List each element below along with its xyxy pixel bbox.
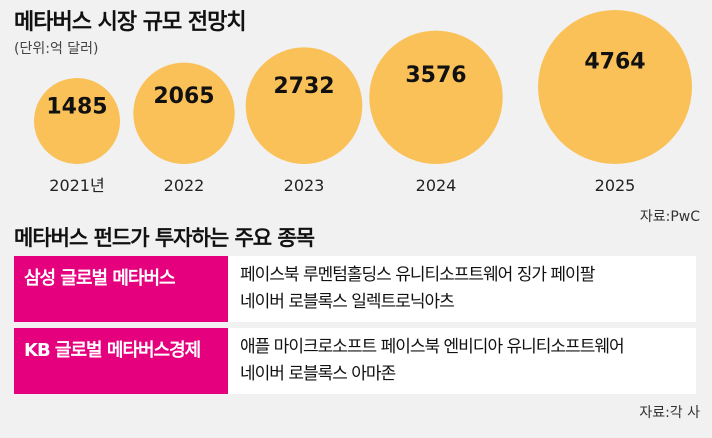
bubble-2024	[369, 30, 503, 164]
funds-source: 자료:각 사	[639, 405, 700, 421]
bubble-2023	[245, 47, 363, 164]
year-label: 2021년	[49, 176, 104, 195]
holdings-line: 애플 마이크로소프트 페이스북 엔비디아 유니티소프트웨어	[240, 337, 625, 357]
chart-source: 자료:PwC	[639, 209, 700, 225]
holdings-line: 네이버 로블록스 아마존	[240, 364, 396, 384]
bubble-2025	[538, 10, 692, 164]
year-label: 2024	[416, 176, 457, 195]
holdings-line: 네이버 로블록스 일렉트로닉아츠	[240, 292, 455, 312]
year-label: 2025	[595, 176, 636, 195]
fund-holdings: 페이스북 루멘텀홀딩스 유니티소프트웨어 징가 페이팔 네이버 로블록스 일렉트…	[228, 256, 696, 322]
unit-label: (단위:억 달러)	[14, 41, 99, 57]
bubble-2022	[133, 62, 235, 164]
bubble-value-label: 4764	[584, 49, 645, 74]
fund-row-kb: KB 글로벌 메타버스경제 애플 마이크로소프트 페이스북 엔비디아 유니티소프…	[14, 328, 696, 394]
holdings-line: 페이스북 루멘텀홀딩스 유니티소프트웨어 징가 페이팔	[240, 265, 595, 285]
bubble-value-label: 3576	[405, 63, 466, 88]
year-label: 2022	[164, 176, 205, 195]
bubble-value-label: 2732	[273, 74, 334, 99]
year-label: 2023	[284, 176, 325, 195]
bubble-2021년	[34, 78, 120, 164]
bubble-value-label: 2065	[153, 84, 214, 109]
fund-name: 삼성 글로벌 메타버스	[14, 256, 228, 322]
fund-name: KB 글로벌 메타버스경제	[14, 328, 228, 394]
funds-section-title: 메타버스 펀드가 투자하는 주요 종목	[14, 226, 315, 250]
chart-title: 메타버스 시장 규모 전망치	[14, 10, 247, 35]
bubble-chart: 1485 2021년 2065 2022 2732 2023 3576 2024 4764 202…	[34, 10, 692, 195]
bubble-value-label: 1485	[46, 94, 107, 119]
fund-row-samsung: 삼성 글로벌 메타버스 페이스북 루멘텀홀딩스 유니티소프트웨어 징가 페이팔 …	[14, 256, 696, 322]
fund-holdings: 애플 마이크로소프트 페이스북 엔비디아 유니티소프트웨어 네이버 로블록스 아…	[228, 328, 696, 394]
